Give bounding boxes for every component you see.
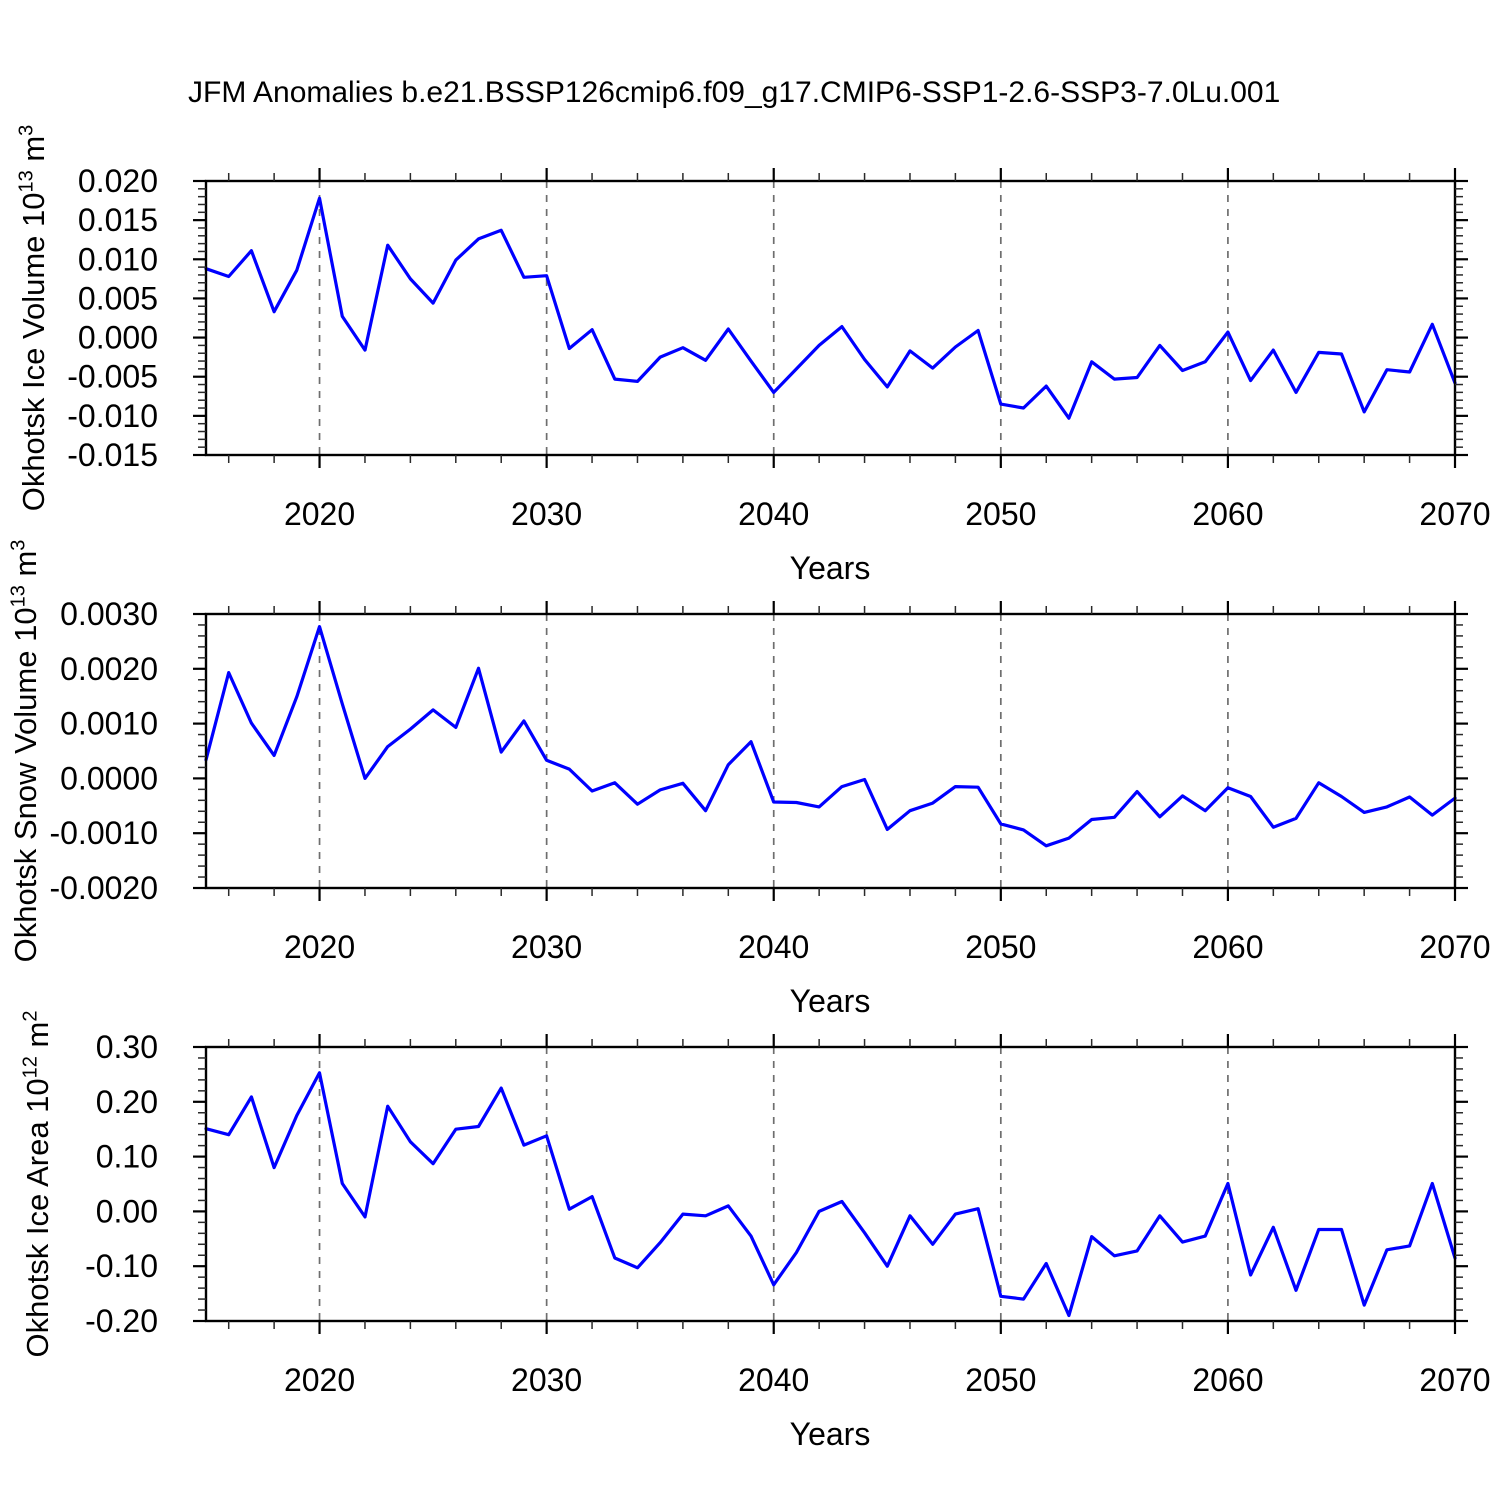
svg-text:-0.005: -0.005 xyxy=(67,359,158,395)
svg-text:2040: 2040 xyxy=(738,496,809,532)
x-tick-labels: 2020 2030 2040 2050 2060 2070 xyxy=(284,929,1491,965)
svg-text:0.0000: 0.0000 xyxy=(60,760,158,796)
svg-text:0.00: 0.00 xyxy=(96,1193,158,1229)
svg-text:2020: 2020 xyxy=(284,496,355,532)
plot-border xyxy=(204,1045,1457,1323)
decade-gridlines xyxy=(318,181,1229,455)
svg-text:2020: 2020 xyxy=(284,929,355,965)
panel-2: -0.0020 -0.0010 0.0000 0.0010 0.0020 0.0030 20… xyxy=(49,596,1490,965)
svg-text:2060: 2060 xyxy=(1192,929,1263,965)
figure-title: JFM Anomalies b.e21.BSSP126cmip6.f09_g17… xyxy=(188,76,1281,109)
svg-text:2050: 2050 xyxy=(965,1362,1036,1398)
svg-text:0.020: 0.020 xyxy=(78,163,158,199)
svg-text:-0.20: -0.20 xyxy=(85,1303,158,1339)
x-tick-labels: 2020 2030 2040 2050 2060 2070 xyxy=(284,496,1491,532)
svg-text:2050: 2050 xyxy=(965,929,1036,965)
svg-text:2060: 2060 xyxy=(1192,496,1263,532)
svg-text:0.010: 0.010 xyxy=(78,241,158,277)
svg-text:-0.0020: -0.0020 xyxy=(49,870,158,906)
svg-text:2070: 2070 xyxy=(1419,929,1490,965)
svg-text:2030: 2030 xyxy=(511,496,582,532)
x-axis-title-panel-3: Years xyxy=(789,1416,871,1452)
svg-text:2060: 2060 xyxy=(1192,1362,1263,1398)
svg-text:2040: 2040 xyxy=(738,1362,809,1398)
svg-text:0.10: 0.10 xyxy=(96,1139,158,1175)
svg-text:0.005: 0.005 xyxy=(78,280,158,316)
svg-text:0.0010: 0.0010 xyxy=(60,706,158,742)
plot-border xyxy=(204,179,1457,457)
svg-text:0.0020: 0.0020 xyxy=(60,651,158,687)
svg-text:2070: 2070 xyxy=(1419,1362,1490,1398)
svg-text:2020: 2020 xyxy=(284,1362,355,1398)
svg-text:0.015: 0.015 xyxy=(78,202,158,238)
svg-text:2030: 2030 xyxy=(511,929,582,965)
axis-ticks xyxy=(193,1034,1468,1334)
svg-text:-0.015: -0.015 xyxy=(67,437,158,473)
plot-border xyxy=(204,612,1457,890)
svg-text:-0.10: -0.10 xyxy=(85,1248,158,1284)
svg-text:2070: 2070 xyxy=(1419,496,1490,532)
axis-ticks xyxy=(193,168,1468,468)
data-series-line xyxy=(204,1071,1457,1318)
svg-text:0.0030: 0.0030 xyxy=(60,596,158,632)
svg-text:0.20: 0.20 xyxy=(96,1084,158,1120)
y-tick-labels: -0.0020 -0.0010 0.0000 0.0010 0.0020 0.0030 xyxy=(49,596,158,906)
svg-text:2040: 2040 xyxy=(738,929,809,965)
axis-ticks xyxy=(193,601,1468,901)
y-tick-labels: -0.20 -0.10 0.00 0.10 0.20 0.30 xyxy=(85,1029,158,1339)
decade-gridlines xyxy=(318,614,1229,888)
x-axis-title-panel-2: Years xyxy=(789,983,871,1019)
svg-text:2050: 2050 xyxy=(965,496,1036,532)
svg-text:-0.010: -0.010 xyxy=(67,398,158,434)
data-series-line xyxy=(204,624,1457,848)
decade-gridlines xyxy=(318,1047,1229,1321)
svg-text:-0.0010: -0.0010 xyxy=(49,815,158,851)
x-tick-labels: 2020 2030 2040 2050 2060 2070 xyxy=(284,1362,1491,1398)
svg-text:0.30: 0.30 xyxy=(96,1029,158,1065)
svg-text:0.000: 0.000 xyxy=(78,320,158,356)
x-axis-title-panel-1: Years xyxy=(789,550,871,586)
svg-text:2030: 2030 xyxy=(511,1362,582,1398)
data-series-line xyxy=(204,196,1457,420)
